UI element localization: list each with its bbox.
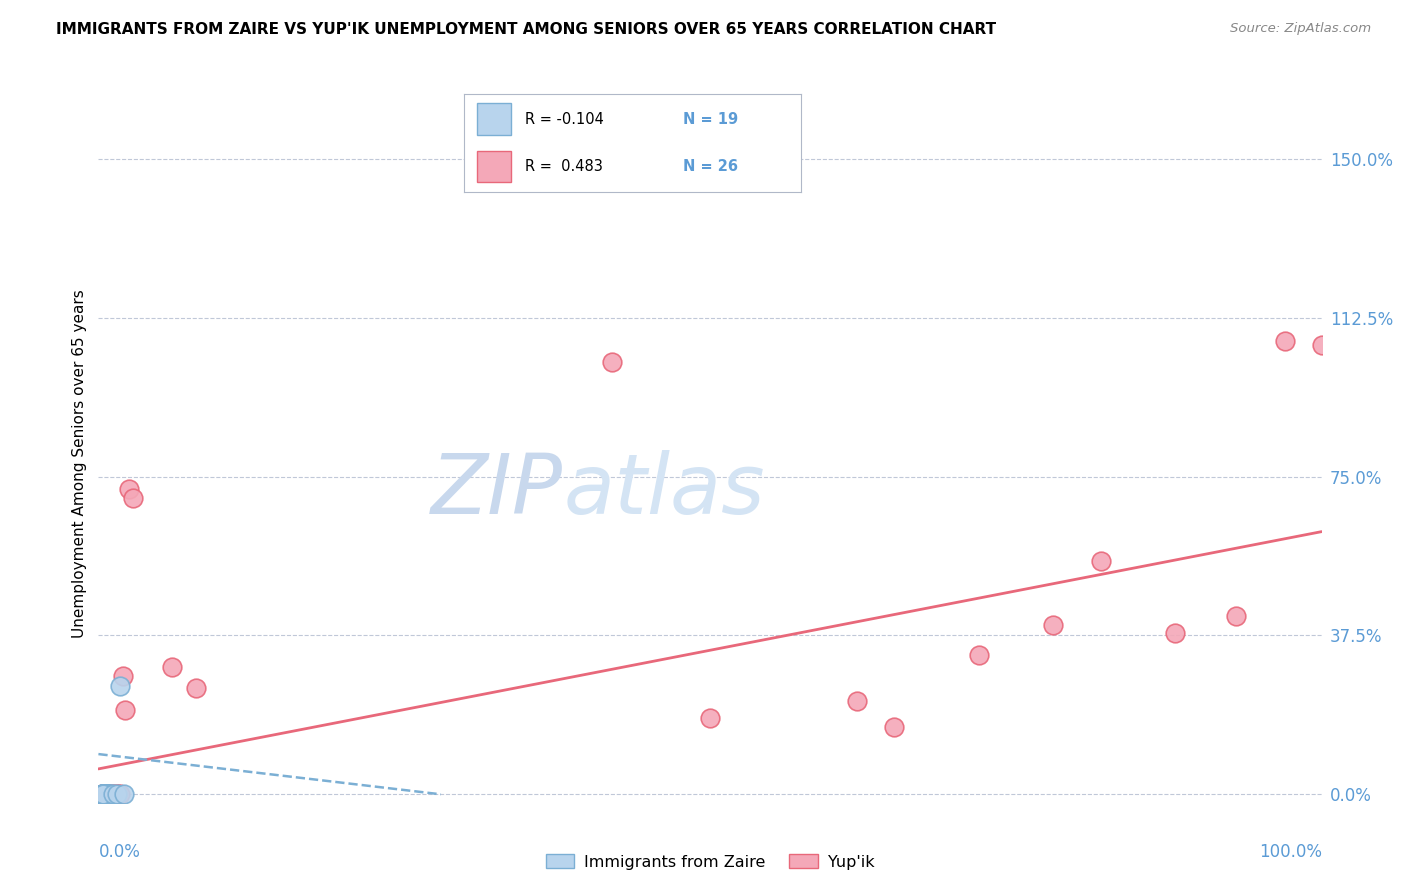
Point	[1042, 617, 1064, 632]
Point	[600, 355, 623, 369]
Text: N = 26: N = 26	[683, 159, 738, 174]
Point	[107, 788, 129, 801]
Point	[94, 788, 117, 801]
Point	[91, 788, 114, 801]
Point	[845, 694, 868, 708]
Point	[1310, 338, 1333, 352]
Point	[101, 788, 124, 801]
Point	[121, 491, 143, 505]
Point	[91, 788, 114, 801]
Point	[699, 711, 721, 725]
Point	[96, 788, 118, 801]
Point	[1164, 626, 1187, 640]
Point	[1225, 609, 1247, 624]
Point	[97, 788, 120, 801]
Bar	[478, 151, 512, 182]
Point	[118, 483, 141, 497]
Text: 100.0%: 100.0%	[1258, 844, 1322, 862]
Point	[91, 788, 114, 801]
Point	[93, 788, 115, 801]
Legend: Immigrants from Zaire, Yup'ik: Immigrants from Zaire, Yup'ik	[540, 847, 880, 876]
Point	[112, 788, 135, 801]
Point	[101, 788, 124, 801]
Point	[98, 788, 121, 801]
Point	[91, 788, 114, 801]
Text: R = -0.104: R = -0.104	[524, 112, 603, 127]
Y-axis label: Unemployment Among Seniors over 65 years: Unemployment Among Seniors over 65 years	[72, 290, 87, 638]
Point	[91, 788, 114, 801]
Point	[94, 788, 117, 801]
Point	[160, 660, 183, 674]
Point	[883, 719, 905, 733]
Point	[1274, 334, 1296, 348]
Point	[97, 788, 120, 801]
Point	[110, 679, 132, 693]
Point	[1090, 554, 1112, 568]
Text: IMMIGRANTS FROM ZAIRE VS YUP'IK UNEMPLOYMENT AMONG SENIORS OVER 65 YEARS CORRELA: IMMIGRANTS FROM ZAIRE VS YUP'IK UNEMPLOY…	[56, 22, 997, 37]
Point	[186, 681, 208, 696]
Point	[111, 669, 134, 683]
Text: ZIP: ZIP	[432, 450, 564, 532]
Point	[91, 788, 114, 801]
Point	[104, 788, 127, 801]
Point	[93, 788, 115, 801]
Point	[100, 788, 122, 801]
Point	[114, 703, 136, 717]
Point	[91, 788, 114, 801]
Text: 0.0%: 0.0%	[98, 844, 141, 862]
Text: atlas: atlas	[564, 450, 765, 532]
Point	[96, 788, 118, 801]
Bar	[478, 103, 512, 135]
Point	[967, 648, 990, 662]
Text: R =  0.483: R = 0.483	[524, 159, 603, 174]
Point	[93, 788, 115, 801]
Text: N = 19: N = 19	[683, 112, 738, 127]
Point	[110, 788, 132, 801]
Point	[105, 788, 128, 801]
Point	[96, 788, 118, 801]
Point	[100, 788, 122, 801]
Text: Source: ZipAtlas.com: Source: ZipAtlas.com	[1230, 22, 1371, 36]
